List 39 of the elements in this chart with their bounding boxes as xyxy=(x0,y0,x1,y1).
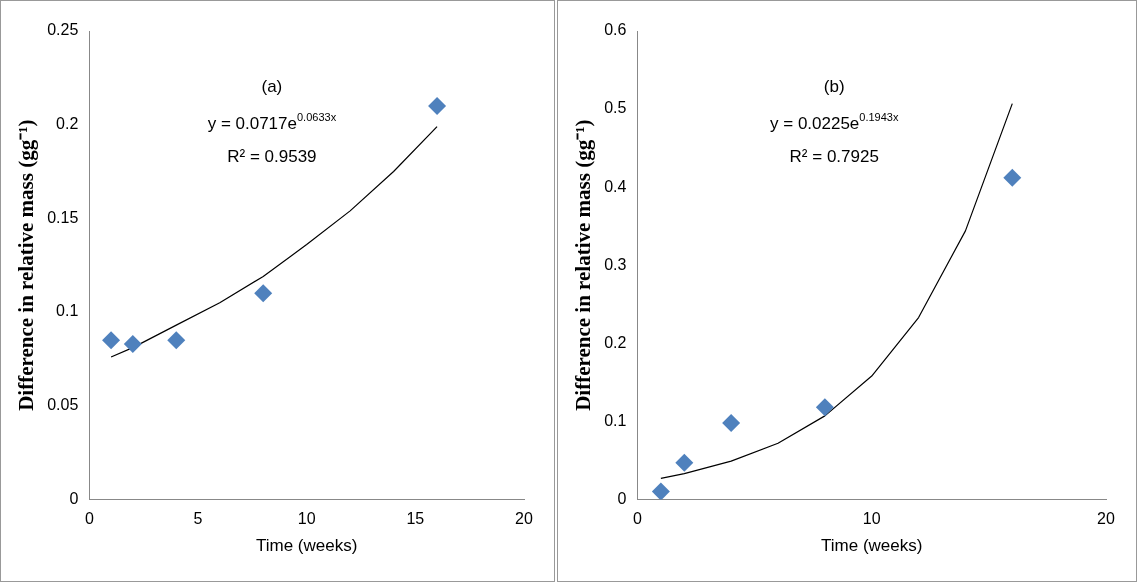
y-tick-label: 0 xyxy=(617,489,627,507)
y-axis-title: Difference in relative mass (gg⁻¹) xyxy=(14,119,39,411)
point xyxy=(167,331,186,350)
annotation: R² = 0.9539 xyxy=(227,147,317,167)
point xyxy=(123,334,142,353)
point xyxy=(675,453,694,472)
annotation: R² = 0.7925 xyxy=(789,147,879,167)
y-tick-label: 0.05 xyxy=(47,396,79,414)
y-tick-label: 0.15 xyxy=(47,208,79,226)
annotation: (b) xyxy=(823,76,845,96)
y-tick-label: 0 xyxy=(69,489,79,507)
x-tick-label: 0 xyxy=(84,510,94,528)
x-tick-label: 15 xyxy=(406,510,425,528)
point xyxy=(428,96,447,115)
y-tick-label: 0.6 xyxy=(604,21,627,39)
y-tick-label: 0.1 xyxy=(56,302,79,320)
x-tick-label: 5 xyxy=(193,510,203,528)
y-tick-label: 0.5 xyxy=(604,99,627,117)
point xyxy=(815,398,834,417)
y-tick-label: 0.3 xyxy=(604,255,627,273)
y-tick-label: 0.4 xyxy=(604,177,627,195)
point xyxy=(102,331,121,350)
point xyxy=(254,284,273,303)
x-tick-label: 20 xyxy=(515,510,533,528)
y-tick-label: 0.2 xyxy=(604,333,627,351)
y-tick-label: 0.1 xyxy=(604,411,627,429)
y-tick-label: 0.2 xyxy=(56,115,79,133)
x-tick-label: 10 xyxy=(862,510,881,528)
x-axis-title: Time (weeks) xyxy=(255,536,358,556)
point xyxy=(1003,168,1022,187)
y-axis-title: Difference in relative mass (gg⁻¹) xyxy=(571,119,596,411)
point xyxy=(722,413,741,432)
y-tick-label: 0.25 xyxy=(47,21,79,39)
x-axis-title: Time (weeks) xyxy=(821,536,923,556)
annotation: (a) xyxy=(261,76,283,96)
point xyxy=(651,482,670,500)
x-tick-label: 0 xyxy=(632,510,642,528)
x-tick-label: 20 xyxy=(1097,510,1115,528)
x-tick-label: 10 xyxy=(297,510,316,528)
